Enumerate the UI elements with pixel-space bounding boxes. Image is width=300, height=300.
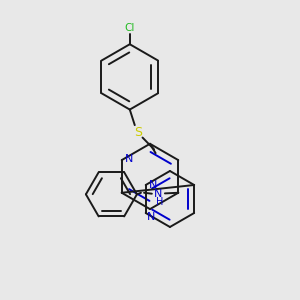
Text: N: N [149,180,158,190]
Text: N: N [147,212,155,222]
Text: Cl: Cl [124,23,135,33]
Text: N: N [154,189,162,199]
Text: H: H [156,197,163,207]
Text: N: N [125,154,134,164]
Text: S: S [134,126,142,140]
